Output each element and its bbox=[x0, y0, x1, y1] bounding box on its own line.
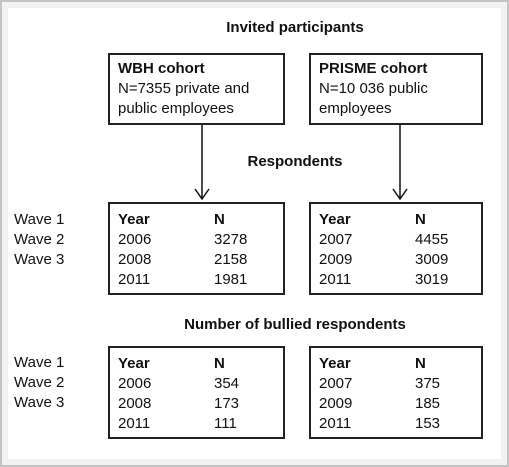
year-cell: 2008 bbox=[118, 395, 152, 412]
table-row: 2006 3278 bbox=[118, 230, 279, 250]
year-column-header: Year bbox=[118, 355, 150, 372]
bullied-wave-labels: Wave 1 Wave 2 Wave 3 bbox=[14, 353, 64, 413]
n-cell: 2158 bbox=[214, 251, 248, 268]
prisme-arrow-head bbox=[392, 188, 408, 201]
table-row: 2011 3019 bbox=[319, 270, 477, 290]
n-cell: 153 bbox=[415, 415, 441, 432]
table-row: 2007 4455 bbox=[319, 230, 477, 250]
n-cell: 3019 bbox=[415, 271, 449, 288]
wbh-respondents-table: Year N 2006 3278 2008 2158 2011 1981 bbox=[108, 202, 285, 295]
year-cell: 2007 bbox=[319, 231, 353, 248]
wave-label: Wave 2 bbox=[14, 231, 65, 248]
year-cell: 2009 bbox=[319, 251, 353, 268]
n-column-header: N bbox=[214, 211, 225, 228]
wbh-arrow-head bbox=[194, 188, 210, 201]
year-cell: 2011 bbox=[118, 271, 151, 288]
cohort-description: N=10 036 public employees bbox=[319, 80, 428, 117]
n-column-header: N bbox=[214, 355, 225, 372]
bullied-heading: Number of bullied respondents bbox=[184, 316, 406, 333]
wave-label: Wave 3 bbox=[14, 394, 65, 411]
wbh-bullied-table: Year N 2006 354 2008 173 2011 111 bbox=[108, 346, 285, 439]
n-cell: 3278 bbox=[214, 231, 248, 248]
prisme-bullied-table: Year N 2007 375 2009 185 2011 153 bbox=[309, 346, 483, 439]
n-column-header: N bbox=[415, 211, 426, 228]
wave-label: Wave 1 bbox=[14, 354, 65, 371]
year-cell: 2008 bbox=[118, 251, 152, 268]
invited-heading: Invited participants bbox=[226, 19, 364, 36]
table-row: 2011 111 bbox=[118, 414, 279, 434]
table-row: 2008 2158 bbox=[118, 250, 279, 270]
respondents-heading: Respondents bbox=[247, 153, 343, 170]
wave-label: Wave 3 bbox=[14, 251, 65, 268]
table-header: Year N bbox=[319, 354, 477, 374]
n-cell: 375 bbox=[415, 375, 441, 392]
wave-label: Wave 1 bbox=[14, 211, 65, 228]
year-cell: 2011 bbox=[319, 415, 352, 432]
year-cell: 2007 bbox=[319, 375, 353, 392]
wave-label: Wave 2 bbox=[14, 374, 65, 391]
table-row: 2007 375 bbox=[319, 374, 477, 394]
respondents-wave-labels: Wave 1 Wave 2 Wave 3 bbox=[14, 210, 64, 270]
year-cell: 2006 bbox=[118, 231, 152, 248]
n-cell: 173 bbox=[214, 395, 240, 412]
n-cell: 1981 bbox=[214, 271, 248, 288]
n-cell: 354 bbox=[214, 375, 240, 392]
table-header: Year N bbox=[118, 210, 279, 230]
table-row: 2009 3009 bbox=[319, 250, 477, 270]
prisme-respondents-table: Year N 2007 4455 2009 3009 2011 3019 bbox=[309, 202, 483, 295]
wbh-cohort-box: WBH cohort N=7355 private and public emp… bbox=[108, 53, 285, 125]
table-row: 2008 173 bbox=[118, 394, 279, 414]
year-column-header: Year bbox=[118, 211, 150, 228]
table-row: 2009 185 bbox=[319, 394, 477, 414]
n-cell: 4455 bbox=[415, 231, 449, 248]
cohort-description: N=7355 private and public employees bbox=[118, 80, 250, 117]
n-cell: 3009 bbox=[415, 251, 449, 268]
year-cell: 2006 bbox=[118, 375, 152, 392]
table-row: 2006 354 bbox=[118, 374, 279, 394]
year-cell: 2011 bbox=[319, 271, 352, 288]
year-cell: 2009 bbox=[319, 395, 353, 412]
table-header: Year N bbox=[319, 210, 477, 230]
year-column-header: Year bbox=[319, 355, 351, 372]
year-cell: 2011 bbox=[118, 415, 151, 432]
n-cell: 185 bbox=[415, 395, 441, 412]
cohort-title: WBH cohort bbox=[118, 60, 205, 77]
prisme-cohort-box: PRISME cohort N=10 036 public employees bbox=[309, 53, 483, 125]
table-row: 2011 153 bbox=[319, 414, 477, 434]
n-column-header: N bbox=[415, 355, 426, 372]
n-cell: 111 bbox=[214, 415, 237, 432]
table-header: Year N bbox=[118, 354, 279, 374]
cohort-title: PRISME cohort bbox=[319, 60, 428, 77]
year-column-header: Year bbox=[319, 211, 351, 228]
table-row: 2011 1981 bbox=[118, 270, 279, 290]
